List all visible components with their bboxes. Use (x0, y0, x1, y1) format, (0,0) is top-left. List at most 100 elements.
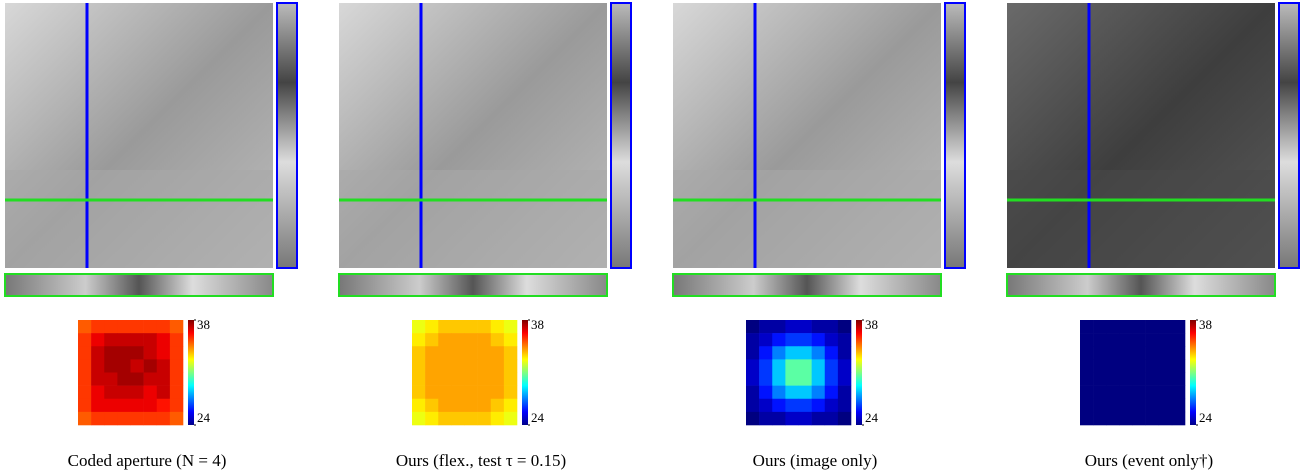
heatmap-cell (785, 346, 798, 359)
heatmap-cell (772, 320, 785, 333)
heatmap-cell (131, 399, 144, 412)
heatmap-cell (1080, 346, 1093, 359)
heatmap-cell (825, 320, 838, 333)
heatmap-cell (1172, 412, 1185, 425)
heatmap-cell (144, 359, 157, 372)
heatmap-cell (491, 373, 504, 386)
heatmap-cell (425, 412, 438, 425)
heatmap-cell (759, 412, 772, 425)
heatmap-cell (117, 399, 130, 412)
heatmap-cell (157, 412, 170, 425)
heatmap-cell (785, 333, 798, 346)
heatmap-cell (412, 386, 425, 399)
heatmap-cell (104, 412, 117, 425)
heatmap-cell (1119, 359, 1132, 372)
colorbar-tick-label: 24 (1199, 410, 1213, 425)
heatmap-cell (465, 386, 478, 399)
heatmap-cell (504, 386, 517, 399)
heatmap-cell (799, 412, 812, 425)
heatmap-cell (504, 412, 517, 425)
heatmap-cell (438, 412, 451, 425)
heatmap-cell (812, 359, 825, 372)
heatmap-cell (1119, 320, 1132, 333)
heatmap-cell (1159, 386, 1172, 399)
heatmap-cell (1093, 333, 1106, 346)
colorbar (1190, 320, 1196, 425)
heatmap-cell (451, 412, 464, 425)
heatmap-cell (412, 346, 425, 359)
heatmap-cell (1119, 399, 1132, 412)
heatmap-cell (1133, 412, 1146, 425)
heatmap-cell (746, 386, 759, 399)
heatmap-cell (825, 412, 838, 425)
colorbar (522, 320, 528, 425)
heatmap-cell (746, 373, 759, 386)
heatmap-cell (412, 399, 425, 412)
heatmap-cell (131, 333, 144, 346)
colorbar-tick-label: 38 (865, 317, 878, 332)
heatmap-cell (1146, 399, 1159, 412)
heatmap-cell (799, 320, 812, 333)
heatmap-cell (504, 320, 517, 333)
heatmap-cell (131, 359, 144, 372)
heatmap-cell (491, 412, 504, 425)
heatmap-cell (144, 412, 157, 425)
heatmap-cell (144, 386, 157, 399)
heatmap-cell (91, 412, 104, 425)
heatmap-cell (1172, 346, 1185, 359)
heatmap-cell (812, 333, 825, 346)
heatmap-cell (1080, 399, 1093, 412)
heatmap-cell (825, 399, 838, 412)
heatmap-cell (465, 373, 478, 386)
colorbar-tick-label: 24 (197, 410, 211, 425)
heatmap-cell (1133, 359, 1146, 372)
heatmap-cell (104, 346, 117, 359)
heatmap-cell (1106, 359, 1119, 372)
heatmap-cell (1159, 359, 1172, 372)
slice-vertical (1279, 3, 1299, 268)
heatmap-cell (1172, 320, 1185, 333)
heatmap-cell (799, 359, 812, 372)
colorbar (188, 320, 194, 425)
heatmap-cell (812, 346, 825, 359)
heatmap-cell (117, 386, 130, 399)
heatmap-cell (157, 399, 170, 412)
slice-horizontal (1007, 274, 1275, 296)
heatmap-cell (412, 412, 425, 425)
heatmap-cell (772, 412, 785, 425)
heatmap-cell (425, 399, 438, 412)
heatmap-cell (117, 359, 130, 372)
heatmap-cell (785, 386, 798, 399)
heatmap-cell (104, 373, 117, 386)
heatmap-cell (117, 333, 130, 346)
heatmap-cell (170, 373, 183, 386)
heatmap-cell (504, 333, 517, 346)
slice-horizontal (673, 274, 941, 296)
heatmap-cell (117, 320, 130, 333)
heatmap-cell (772, 359, 785, 372)
heatmap-cell (838, 359, 851, 372)
heatmap-cell (478, 346, 491, 359)
heatmap-cell (451, 373, 464, 386)
heatmap-cell (1119, 333, 1132, 346)
heatmap-cell (144, 320, 157, 333)
heatmap-cell (825, 359, 838, 372)
heatmap-cell (78, 399, 91, 412)
heatmap-cell (465, 412, 478, 425)
image-tabletop (673, 170, 941, 268)
heatmap-cell (78, 412, 91, 425)
heatmap-cell (478, 359, 491, 372)
heatmap-cell (1093, 373, 1106, 386)
heatmap-cell (825, 346, 838, 359)
heatmap-cell (91, 373, 104, 386)
figure: 2438Coded aperture (N = 4)2438Ours (flex… (0, 0, 1304, 473)
heatmap-cell (1093, 359, 1106, 372)
heatmap-cell (144, 346, 157, 359)
heatmap-cell (1146, 359, 1159, 372)
heatmap-cell (838, 346, 851, 359)
heatmap-cell (812, 399, 825, 412)
heatmap-cell (157, 386, 170, 399)
heatmap-cell (799, 373, 812, 386)
heatmap-cell (157, 333, 170, 346)
heatmap-cell (425, 346, 438, 359)
